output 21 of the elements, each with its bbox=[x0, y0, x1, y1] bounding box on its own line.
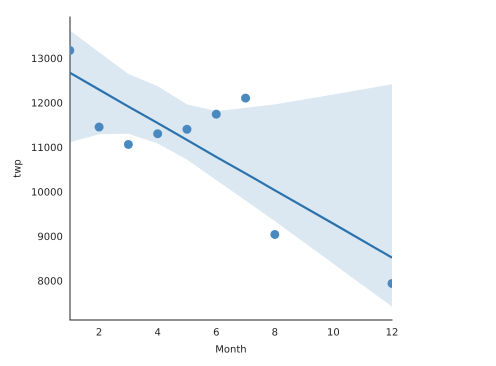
point bbox=[212, 110, 221, 119]
point bbox=[270, 230, 280, 239]
y-axis-title: twp bbox=[12, 159, 24, 178]
point bbox=[241, 94, 250, 103]
y-tick-label: 13000 bbox=[31, 54, 63, 65]
y-tick-label: 8000 bbox=[37, 276, 63, 288]
point bbox=[124, 140, 133, 149]
x-tick-label: 12 bbox=[386, 328, 398, 339]
y-tick-label: 10000 bbox=[31, 188, 63, 199]
x-tick-label: 4 bbox=[154, 328, 161, 339]
y-tick-label: 12000 bbox=[31, 98, 63, 110]
x-tick-label: 6 bbox=[213, 328, 220, 339]
x-tick-label: 8 bbox=[272, 328, 278, 339]
y-tick-label: 9000 bbox=[37, 232, 63, 244]
x-tick-label: 2 bbox=[96, 328, 102, 339]
point bbox=[94, 122, 104, 132]
point bbox=[153, 129, 162, 138]
point bbox=[182, 124, 192, 134]
x-axis-title: Month bbox=[215, 344, 247, 356]
x-tick-label: 10 bbox=[327, 328, 340, 339]
y-tick-label: 11000 bbox=[31, 143, 63, 154]
